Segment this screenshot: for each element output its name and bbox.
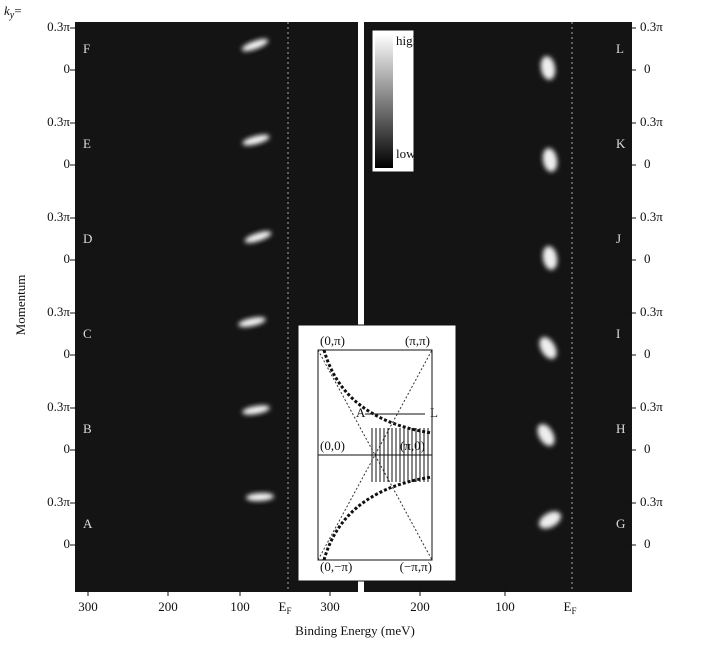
- y-tick-label: 0.3π: [640, 209, 663, 224]
- y-tick-label: 0: [644, 346, 651, 361]
- text-part: F: [571, 606, 576, 616]
- text-part: F: [286, 606, 291, 616]
- inset-label: (0,π): [320, 333, 345, 348]
- y-tick-label: 0: [644, 61, 651, 76]
- x-tick-label: 100: [230, 599, 250, 614]
- y-tick-label: 0.3π: [640, 399, 663, 414]
- intensity-spot: [241, 38, 269, 52]
- panel-label: K: [616, 136, 626, 151]
- y-tick-label: 0.3π: [47, 209, 70, 224]
- panel-label: G: [616, 516, 625, 531]
- y-tick-label: 0: [64, 61, 71, 76]
- panel-label: C: [83, 326, 92, 341]
- panel-label: E: [83, 136, 91, 151]
- fermi-surface: [322, 475, 433, 561]
- intensity-spot: [542, 148, 558, 172]
- x-tick-label: 200: [158, 599, 178, 614]
- intensity-spot: [238, 317, 266, 327]
- fermi-surface: [322, 349, 433, 435]
- y-tick-label: 0: [644, 441, 651, 456]
- y-tick-label: 0.3π: [640, 114, 663, 129]
- panel-label: D: [83, 231, 92, 246]
- intensity-spot: [540, 56, 556, 80]
- text-part: k: [4, 3, 10, 18]
- inset-label: (π,π): [405, 333, 430, 348]
- inset-frame: [297, 324, 457, 582]
- y-axis-label: Momentum: [13, 275, 28, 336]
- intensity-spot: [539, 511, 561, 529]
- text-part: E: [279, 599, 287, 614]
- y-tick-label: 0: [644, 156, 651, 171]
- y-tick-label: 0.3π: [47, 304, 70, 319]
- intensity-spot: [246, 492, 274, 502]
- intensity-spot: [537, 424, 555, 446]
- y-tick-label: 0.3π: [47, 494, 70, 509]
- colorbar-label: low: [396, 146, 416, 161]
- x-tick-label: 200: [410, 599, 430, 614]
- intensity-spot: [242, 134, 270, 146]
- inset-label: (π,0): [400, 438, 425, 453]
- panel-label: J: [616, 231, 621, 246]
- ky-label: ky=: [4, 3, 22, 21]
- x-tick-label: EF: [564, 599, 577, 616]
- x-tick-label: 100: [495, 599, 515, 614]
- intensity-spot: [244, 231, 272, 243]
- colorbar: [375, 34, 393, 168]
- panel-label: A: [83, 516, 93, 531]
- panel-label: H: [616, 421, 625, 436]
- panel-label: F: [83, 41, 90, 56]
- inset-label: A: [356, 405, 366, 420]
- text-part: E: [564, 599, 572, 614]
- panel-label: I: [616, 326, 620, 341]
- y-tick-label: 0.3π: [640, 494, 663, 509]
- inset-label: (0,−π): [320, 559, 352, 574]
- intensity-spot: [539, 337, 557, 359]
- y-tick-label: 0: [64, 251, 71, 266]
- y-tick-label: 0.3π: [640, 19, 663, 34]
- x-tick-label: 300: [78, 599, 98, 614]
- panel-label: L: [616, 41, 624, 56]
- panel-label: B: [83, 421, 92, 436]
- intensity-spot: [542, 246, 558, 270]
- y-tick-label: 0: [64, 346, 71, 361]
- inset-label: L: [430, 405, 438, 420]
- intensity-spot: [242, 405, 270, 415]
- y-tick-label: 0: [64, 441, 71, 456]
- y-tick-label: 0: [64, 156, 71, 171]
- x-tick-label: 300: [320, 599, 340, 614]
- inset-label: (0,0): [320, 438, 345, 453]
- x-tick-label: EF: [279, 599, 292, 616]
- y-tick-label: 0: [644, 536, 651, 551]
- y-tick-label: 0.3π: [47, 399, 70, 414]
- text-part: y: [9, 10, 15, 21]
- text-part: =: [14, 3, 21, 18]
- x-axis-label: Binding Energy (meV): [295, 623, 415, 638]
- y-tick-label: 0.3π: [47, 19, 70, 34]
- inset-label: (−π,π): [400, 559, 432, 574]
- y-tick-label: 0.3π: [47, 114, 70, 129]
- y-tick-label: 0: [64, 536, 71, 551]
- y-tick-label: 0: [644, 251, 651, 266]
- y-tick-label: 0.3π: [640, 304, 663, 319]
- colorbar-label: high: [396, 33, 420, 48]
